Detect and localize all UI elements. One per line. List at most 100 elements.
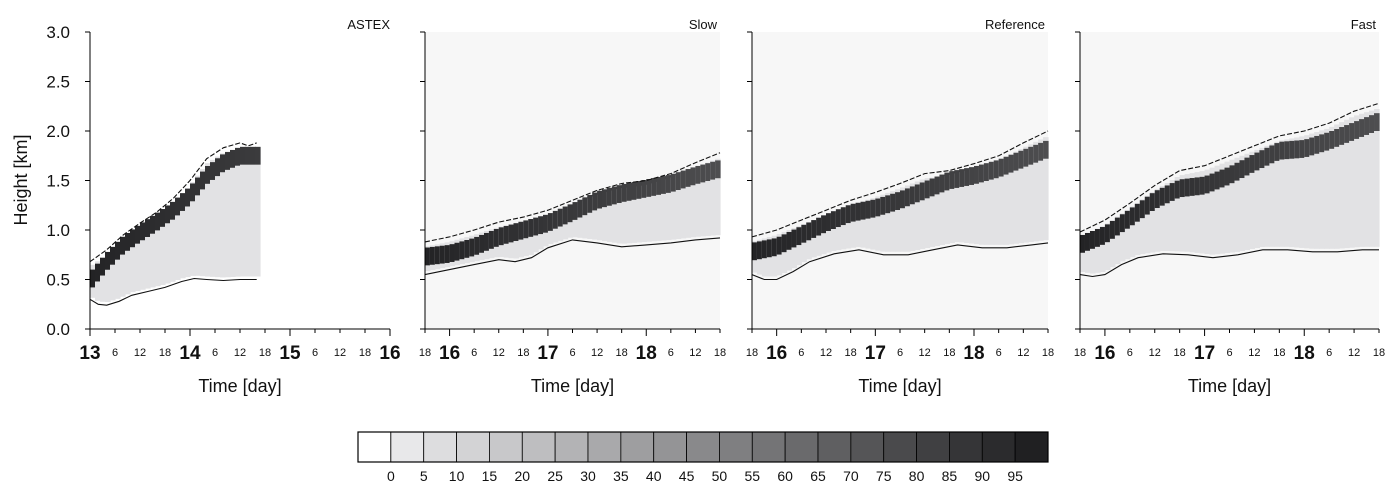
cloud-core-cell (969, 167, 975, 185)
cloud-cell (1174, 177, 1181, 252)
cloud-core-cell (816, 217, 822, 236)
y-tick-label: 3.0 (46, 23, 70, 42)
panel-astex: 13 6 12 18 14 6 12 18 15 6 12 18 16 ASTEX Time [day] (79, 17, 400, 396)
x-tick-label: 6 (996, 347, 1002, 359)
cloud-core-cell (498, 227, 505, 246)
cloud-core-cell (255, 146, 261, 165)
cloud-cell (1033, 141, 1039, 242)
x-tick-label: 12 (134, 347, 146, 359)
cloud-cell (811, 220, 817, 258)
cloud-core-cell (552, 210, 559, 229)
cloud-core-cell (656, 177, 662, 195)
x-tick-label: 18 (1294, 343, 1315, 364)
cloud-cell (1114, 216, 1121, 265)
cloud-core-cell (954, 170, 960, 188)
cloud-cell (900, 187, 906, 252)
cloud-core-cell (1023, 148, 1029, 167)
colorbar: 0 5 10 15 20 25 30 35 40 45 50 55 60 65 70 75 80 85 90 95 (357, 431, 1049, 484)
cloud-cell (140, 226, 146, 290)
cloud-cell (1354, 115, 1360, 248)
cloud-cell (1199, 171, 1206, 254)
cloud-core-cell (924, 180, 931, 199)
cloud-core-cell (1344, 125, 1350, 143)
y-tick-label: 1.5 (46, 172, 70, 191)
x-axis-label: Time [day] (1188, 376, 1271, 396)
cloud-core-cell (1099, 227, 1106, 245)
cloud-cell (914, 181, 921, 250)
cloud-core-cell (983, 163, 990, 181)
cloud-cell (1134, 202, 1141, 256)
panel-title: Reference (985, 17, 1045, 32)
cloud-core-cell (175, 197, 181, 216)
cloud-cell (105, 254, 111, 303)
cloud-cell (1008, 154, 1015, 245)
cloud-core-cell (1033, 144, 1039, 163)
cloud-core-cell (1234, 162, 1241, 181)
x-tick-label: 18 (616, 347, 628, 359)
cloud-cell (1023, 146, 1029, 243)
cloud-cell (582, 200, 588, 239)
x-tick-label: 16 (439, 343, 460, 364)
colorbar-tick-label: 65 (810, 468, 826, 484)
cloud-cell (1043, 137, 1049, 241)
cloud-core-cell (1149, 193, 1156, 211)
cloud-core-cell (90, 269, 96, 288)
cloud-cell (816, 218, 822, 256)
cloud-core-cell (1189, 178, 1196, 196)
cloud-core-cell (140, 222, 146, 241)
cloud-cell (626, 187, 633, 244)
colorbar-tick-label: 35 (613, 468, 629, 484)
panel-reference: 18 16 6 12 18 17 6 12 18 18 6 12 18 Reference Time [da… (746, 17, 1054, 396)
cloud-core-cell (110, 246, 116, 265)
cloud-cell (160, 212, 166, 286)
cloud-core-cell (250, 146, 256, 165)
cloud-cell (796, 226, 802, 266)
cloud-core-cell (919, 182, 926, 201)
cloud-core-cell (425, 247, 431, 266)
cloud-cell (675, 175, 682, 240)
colorbar-tick-label: 60 (777, 468, 793, 484)
cloud-core-cell (479, 234, 485, 253)
cloud-core-cell (1084, 232, 1091, 251)
x-tick-label: 18 (359, 347, 371, 359)
cloud-core-cell (125, 232, 131, 251)
cloud-core-cell (230, 149, 236, 168)
cloud-core-cell (890, 193, 896, 212)
cloud-cell (577, 202, 583, 238)
cloud-cell (845, 206, 852, 249)
x-tick-label: 17 (537, 343, 558, 364)
cloud-cell (1314, 131, 1320, 249)
cloud-core-cell (538, 216, 544, 235)
cloud-cell (959, 172, 965, 243)
cloud-core-cell (1003, 156, 1010, 175)
cloud-cell (983, 164, 990, 245)
colorbar-tick-label: 5 (420, 468, 428, 484)
cloud-cell (1284, 139, 1290, 247)
cloud-core-cell (592, 192, 598, 211)
cloud-cell (225, 151, 231, 278)
colorbar-bin (949, 431, 983, 463)
cloud-core-cell (675, 172, 682, 191)
cloud-core-cell (1199, 176, 1206, 195)
cloud-core-cell (439, 245, 446, 264)
cloud-core-cell (646, 179, 652, 197)
cloud-cell (1119, 213, 1126, 262)
x-tick-label: 15 (279, 343, 301, 364)
cloud-core-cell (240, 146, 246, 165)
cloud-core-cell (998, 158, 1005, 177)
x-tick-label: 12 (1017, 347, 1029, 359)
cloud-core-cell (850, 203, 857, 222)
cloud-core-cell (914, 184, 921, 203)
cloud-cell (606, 191, 613, 242)
panel-slow: 18 16 6 12 18 17 6 12 18 18 6 12 18 Slow Time [day] (419, 17, 726, 396)
cloud-cell (944, 175, 950, 245)
cloud-cell (1304, 135, 1310, 249)
cloud-core-cell (1304, 139, 1310, 157)
cloud-top-line (1079, 102, 1380, 233)
cloud-core-cell (469, 238, 475, 257)
cloud-core-cell (459, 241, 465, 260)
cloud-cell (1109, 220, 1116, 268)
cloud-cell (801, 224, 807, 263)
cloud-cell (1344, 119, 1350, 249)
